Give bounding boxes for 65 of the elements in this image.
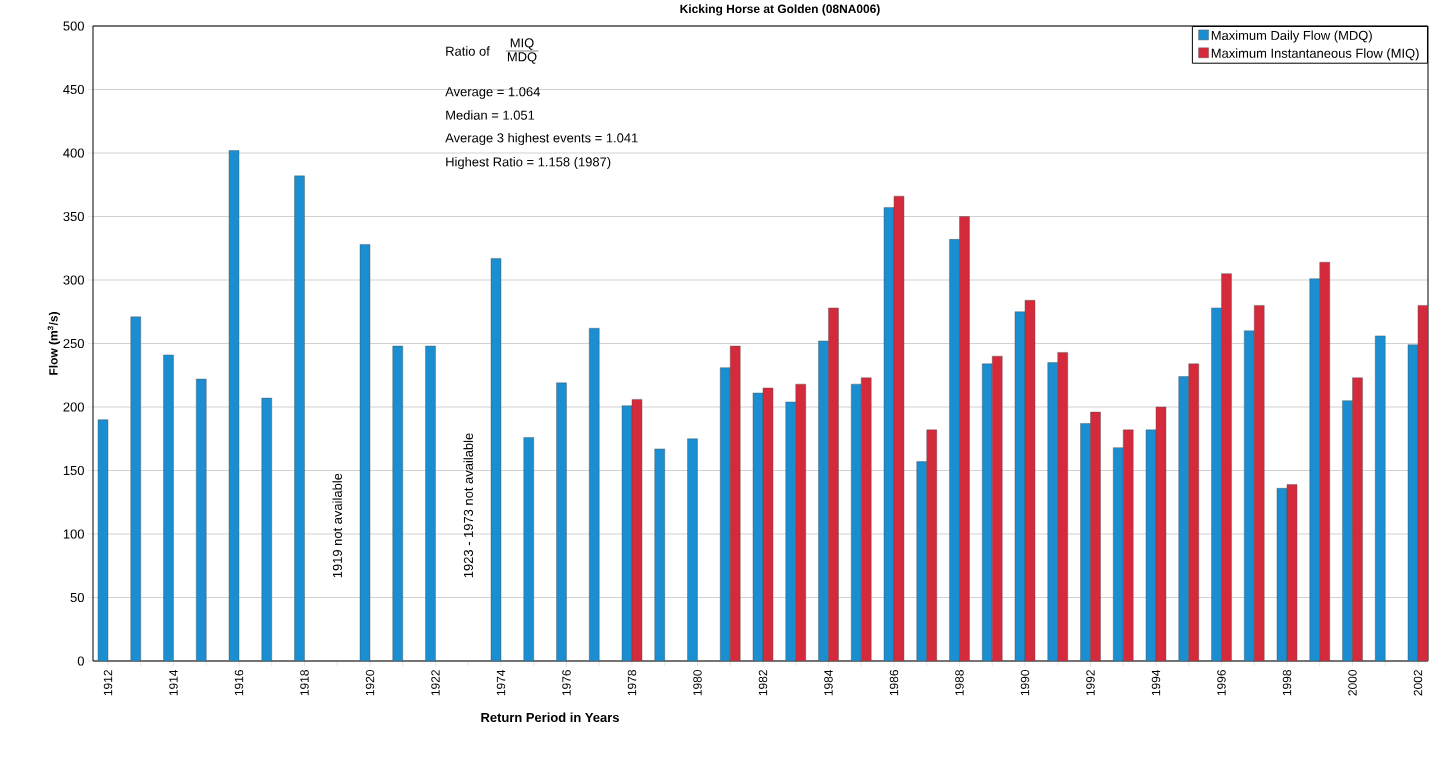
y-tick-label: 150 <box>63 465 84 476</box>
x-tick-label: 2000 <box>1348 669 1357 696</box>
x-tick-label: 1918 <box>300 670 309 696</box>
x-tick-label: 1984 <box>824 669 833 696</box>
y-tick-label: 350 <box>63 211 84 222</box>
x-tick-label: 1990 <box>1020 669 1030 696</box>
bar <box>1244 330 1255 661</box>
annotation: MDQ <box>507 52 537 64</box>
bar <box>130 316 141 661</box>
bar <box>861 377 872 661</box>
x-tick-label: 1998 <box>1282 670 1292 696</box>
x-tick-label: 2002 <box>1413 670 1423 696</box>
annotation: 1923 - 1973 not available <box>463 433 473 578</box>
bar <box>1188 363 1199 661</box>
x-tick-label: 1992 <box>1086 670 1095 696</box>
annotation: Average = 1.064 <box>445 87 540 99</box>
annotation: Highest Ratio = 1.158 (1987) <box>446 156 611 170</box>
x-tick-label: 1980 <box>693 669 702 696</box>
bar <box>949 239 960 661</box>
x-tick-label: 1982 <box>758 670 768 696</box>
bar <box>1319 262 1330 661</box>
y-tick-label: 500 <box>63 21 84 31</box>
annotation: Average 3 highest events = 1.041 <box>445 132 638 146</box>
y-axis-title: Flow (m$^{3}$/s) <box>47 312 61 375</box>
bar <box>1352 377 1363 661</box>
annotation: Median = 1.051 <box>446 110 535 120</box>
y-tick-label: 0 <box>77 656 84 666</box>
x-tick-label: 1920 <box>365 669 375 696</box>
bar <box>1178 376 1189 661</box>
x-tick-label: 1986 <box>889 670 899 696</box>
y-tick-label: 300 <box>63 275 84 285</box>
chart-title: Kicking Horse at Golden (08NA006) <box>680 4 880 16</box>
y-tick-label: 250 <box>63 338 84 349</box>
annotation: Ratio of <box>446 46 490 56</box>
x-tick-label: 1996 <box>1217 670 1226 696</box>
y-tick-label: 100 <box>63 529 84 539</box>
bar <box>1342 400 1353 661</box>
x-tick-label: 1922 <box>431 670 440 696</box>
x-tick-label: 1994 <box>1151 669 1161 696</box>
bar <box>1221 273 1232 661</box>
bar <box>982 363 993 661</box>
bar <box>1254 305 1265 661</box>
x-tick-label: 1914 <box>169 669 178 696</box>
legend-label: Maximum Instantaneous Flow (MIQ) <box>1211 48 1419 61</box>
annotation: 1919 not available <box>332 473 342 578</box>
annotation: MIQ <box>510 38 534 50</box>
y-tick-label: 450 <box>63 84 84 95</box>
x-axis-title: Return Period in Years <box>481 712 619 723</box>
y-tick-label: 400 <box>63 148 84 158</box>
x-tick-label: 1978 <box>627 670 637 696</box>
bar <box>294 175 305 661</box>
x-tick-label: 1912 <box>103 670 113 696</box>
y-tick-label: 50 <box>70 592 84 603</box>
bar <box>589 328 600 661</box>
bar <box>1047 362 1058 661</box>
bar <box>1057 352 1068 661</box>
x-tick-label: 1988 <box>955 670 964 696</box>
y-tick-label: 200 <box>63 402 84 412</box>
x-tick-label: 1976 <box>562 670 571 696</box>
x-tick-label: 1974 <box>496 669 506 696</box>
x-tick-label: 1916 <box>234 670 244 696</box>
bar <box>959 216 970 661</box>
legend-label: Maximum Daily Flow (MDQ) <box>1211 30 1372 43</box>
bar <box>1309 278 1320 661</box>
bar <box>720 367 731 661</box>
